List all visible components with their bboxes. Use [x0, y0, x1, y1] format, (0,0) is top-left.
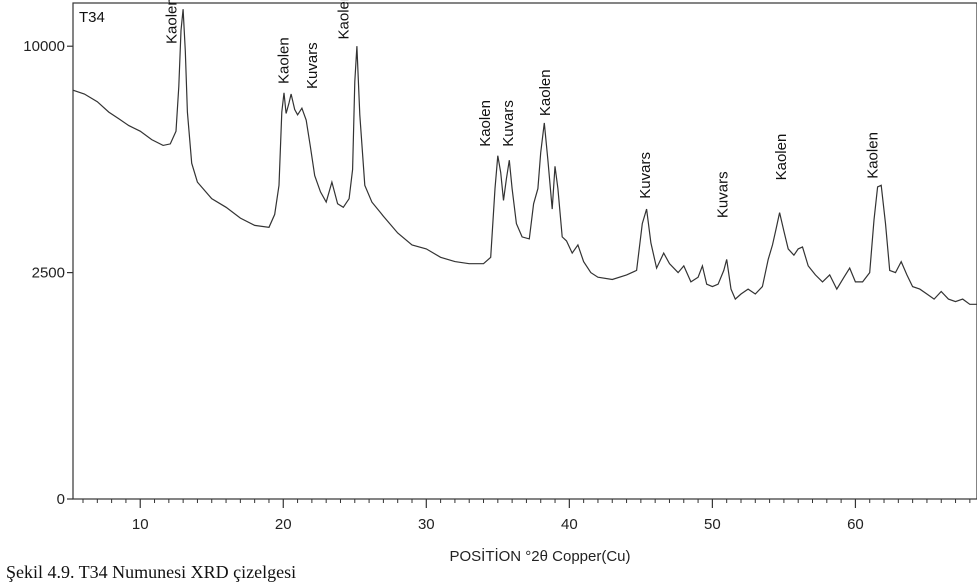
series-line	[72, 9, 977, 305]
y-tick-label: 2500	[32, 265, 65, 282]
figure-caption: Şekil 4.9. T34 Numunesi XRD çizelgesi	[6, 562, 297, 582]
peak-label: Kaolen	[537, 69, 554, 116]
peak-label: Kuvars	[637, 152, 654, 199]
peak-label: Kaolen	[335, 0, 352, 40]
panel-label: T34	[79, 9, 105, 26]
peak-label: Kuvars	[304, 42, 321, 89]
peak-label: Kaolen	[865, 132, 882, 179]
y-tick-label: 0	[57, 491, 65, 508]
peak-label: Kuvars	[714, 171, 731, 218]
peak-label: Kaolen	[773, 134, 790, 181]
peak-annotations: Kaolen Kaolen Kuvars Kaolen Kaolen Kuvars Kaol…	[164, 0, 882, 218]
x-tick-label: 60	[847, 516, 864, 533]
x-tick-label: 20	[275, 516, 292, 533]
x-tick-label: 40	[561, 516, 578, 533]
x-axis-minor-ticks	[82, 499, 971, 503]
x-tick-label: 30	[418, 516, 435, 533]
x-tick-label: 10	[132, 516, 149, 533]
peak-label: Kuvars	[500, 100, 517, 147]
x-axis-ticks: 10 20 30 40 50 60	[132, 499, 864, 533]
peak-label: Kaolen	[477, 100, 494, 147]
peak-label: Kaolen	[164, 0, 181, 44]
y-tick-label: 10000	[23, 38, 65, 55]
x-tick-label: 50	[704, 516, 721, 533]
peak-label: Kaolen	[275, 37, 292, 84]
x-axis-label: POSİTİON °2θ Copper(Cu)	[449, 547, 630, 565]
y-axis-ticks: 0 2500 10000	[23, 38, 73, 508]
plot-frame	[72, 2, 977, 500]
